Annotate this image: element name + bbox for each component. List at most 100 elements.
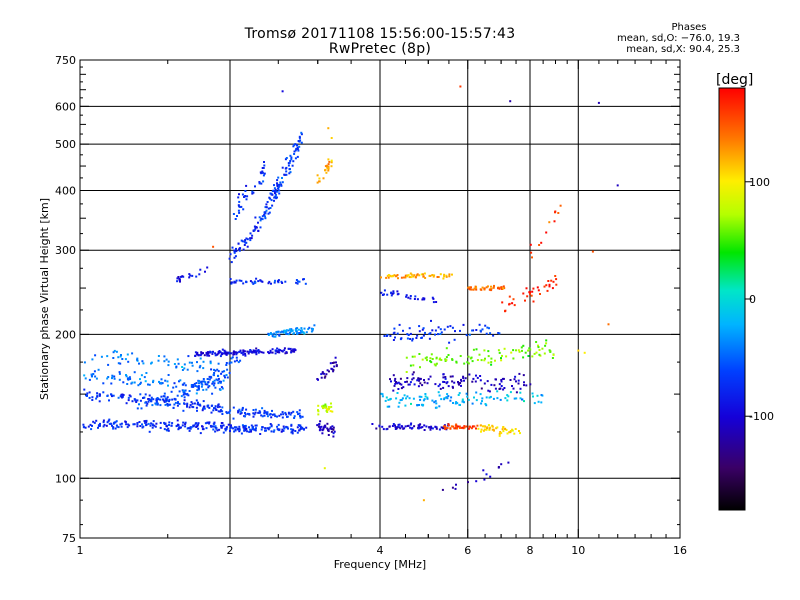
phase-point [462,375,465,378]
phase-point [189,427,192,430]
phase-point [154,425,157,428]
phase-point [431,399,434,402]
phase-point [126,426,129,429]
phase-point [120,354,122,356]
phase-point [326,164,329,167]
phase-point [215,427,218,430]
phase-point [381,395,384,398]
phase-point [447,424,450,427]
phase-point [419,382,422,385]
phase-point [230,361,233,364]
phase-point [283,349,286,352]
phase-point [468,286,471,289]
phase-point [330,430,333,433]
phase-point [504,309,507,312]
colorbar-tick-label: 0 [749,293,756,306]
phase-point [186,404,189,407]
phase-point [329,426,332,429]
phase-point [532,395,534,398]
phase-point [400,276,403,279]
phase-point [479,393,482,396]
phase-point [292,350,295,353]
phase-point [508,295,511,298]
phase-point [451,358,454,361]
phase-point [502,388,505,391]
phase-point [458,383,460,386]
phase-point [261,171,264,174]
phase-point [178,380,180,383]
phase-point [269,197,272,200]
phase-point [119,423,122,426]
phase-point [480,288,483,291]
phase-point [210,425,213,428]
phase-point [194,422,197,425]
phase-point [164,379,167,382]
phase-point [317,378,319,381]
phase-point [302,278,304,281]
phase-point [131,400,134,403]
phase-point [543,285,546,288]
phase-point [126,383,129,385]
phase-point [254,408,257,411]
phase-point [106,421,109,424]
phase-point [499,398,502,401]
phase-point [230,261,233,264]
phase-point [392,374,395,377]
phase-point [467,362,470,365]
phase-point [276,179,279,182]
phase-point [265,209,268,212]
phase-point [279,331,282,334]
phase-point [490,357,493,360]
phase-point [455,401,458,404]
phase-point [529,348,532,351]
phase-point [221,370,224,373]
phase-point [188,276,191,279]
phase-point [290,329,293,332]
phase-point [467,355,470,358]
phase-point [132,423,135,426]
phase-point [285,413,288,416]
phase-point [89,423,92,426]
phase-point [320,373,323,376]
phase-point [111,424,113,427]
phase-point [400,425,403,428]
phase-point [294,149,297,152]
phase-point [434,400,437,403]
phase-point [96,395,99,398]
phase-point [246,238,249,241]
phase-point [144,421,147,424]
phase-point [240,279,243,282]
phase-point [140,407,143,410]
phase-point [483,349,486,352]
phase-point [253,413,256,416]
phase-point [396,392,399,394]
phase-point [263,214,266,217]
phase-point [330,367,333,370]
phase-point [188,429,191,432]
phase-point [152,420,155,423]
phase-point [409,381,412,384]
phase-point [274,188,277,191]
phase-point [274,192,276,195]
phase-point [220,409,223,412]
phase-point [447,423,450,426]
phase-point [252,412,255,415]
phase-point [535,351,538,354]
phase-point [196,403,199,406]
phase-point [330,402,332,405]
phase-point [298,409,301,412]
phase-point [435,362,438,365]
phase-point [141,423,143,426]
phase-point [428,332,431,335]
phase-point [300,141,303,144]
phase-point [206,421,209,424]
phase-point [453,338,456,341]
phase-point [321,372,324,375]
phase-point [176,358,179,361]
phase-point [206,354,209,357]
phase-point [388,425,391,428]
phase-point [215,378,218,381]
phase-point [440,331,443,334]
phase-point [250,351,253,354]
phase-point [420,395,423,398]
